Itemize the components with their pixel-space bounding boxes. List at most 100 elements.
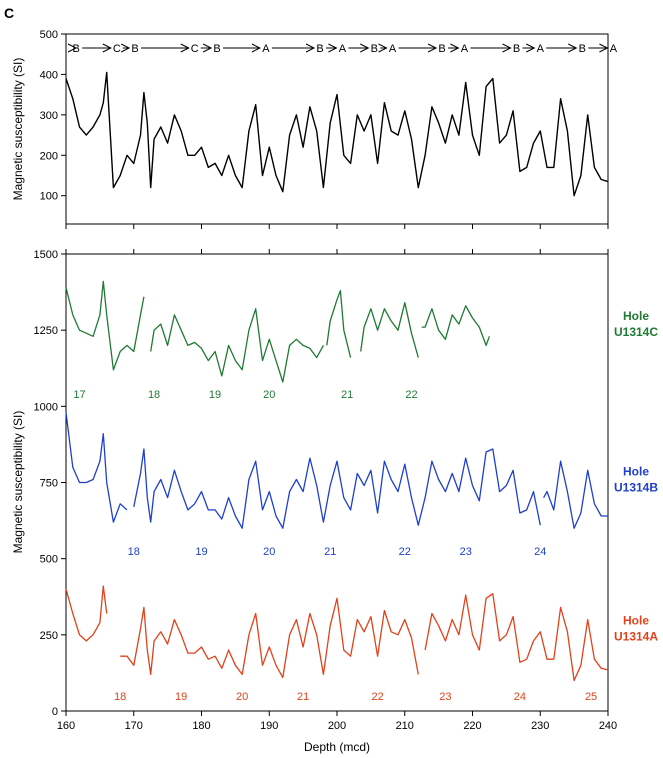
bottom-x-tick-label: 240 [599, 720, 617, 732]
bottom-y-tick-label: 1500 [34, 249, 58, 261]
series-line-U1314C [150, 308, 324, 383]
series-line-U1314B [543, 460, 608, 529]
sequence-label: B [371, 43, 378, 55]
sequence-arrow [502, 43, 512, 53]
sequence-arrow [251, 43, 261, 53]
sequence-label: C [191, 43, 199, 55]
sequence-label: A [461, 43, 469, 55]
core-label-U1314C: 22 [405, 389, 417, 401]
core-label-U1314B: 21 [324, 546, 336, 558]
sequence-label: A [610, 43, 618, 55]
sequence-arrow [599, 43, 609, 53]
hole-labels: Hole U1314C Hole U1314B Hole U1314A [614, 309, 658, 644]
sequence-arrow [67, 43, 78, 53]
core-label-U1314A: 21 [297, 691, 309, 703]
core-label-U1314B: 24 [534, 546, 546, 558]
core-label-U1314C: 17 [73, 389, 85, 401]
sequence-arrow [180, 43, 190, 53]
x-axis-label: Depth (mcd) [304, 740, 370, 754]
core-label-U1314B: 19 [195, 546, 207, 558]
series-line-U1314B [65, 412, 128, 523]
sequence-label: B [131, 43, 138, 55]
bottom-x-tick-label: 180 [192, 720, 210, 732]
core-label-U1314B: 18 [128, 546, 140, 558]
sequence-label: B [213, 43, 220, 55]
bottom-x-tick-label: 210 [396, 720, 414, 732]
series-line-U1314A [120, 597, 419, 679]
sequence-label: B [72, 43, 79, 55]
sequence-label: B [579, 43, 586, 55]
sequence-arrow [568, 43, 578, 53]
top-series-line-composite [65, 71, 609, 197]
sequence-label: C [113, 43, 121, 55]
sequence-label: A [262, 43, 270, 55]
series-line-U1314A [424, 593, 609, 682]
sequence-arrow [378, 43, 388, 53]
bottom-x-tick-label: 160 [57, 720, 75, 732]
panel-letter: C [4, 5, 14, 21]
sequence-label: B [513, 43, 520, 55]
sequence-arrow [202, 43, 213, 53]
top-y-tick-label: 200 [40, 150, 58, 162]
bottom-y-tick-label: 0 [52, 706, 58, 718]
bottom-y-tick-label: 1000 [34, 401, 58, 413]
series-line-U1314B [133, 448, 541, 529]
bottom-x-axis: 160 170 180 190 200 210 220 230 240 [57, 711, 617, 732]
core-label-U1314B: 22 [399, 546, 411, 558]
series-line-U1314A [65, 585, 108, 642]
top-y-tick-label: 100 [40, 191, 58, 203]
bottom-panel: 0 250 500 750 1000 1250 1500 160 170 180 190 200 21… [11, 249, 658, 754]
bottom-y-tick-label: 1250 [34, 325, 58, 337]
core-label-U1314A: 22 [372, 691, 384, 703]
core-label-U1314C: 21 [341, 389, 353, 401]
core-label-U1314A: 20 [236, 691, 248, 703]
bottom-y-tick-label: 250 [40, 630, 58, 642]
core-label-U1314A: 24 [514, 691, 526, 703]
bottom-y-tick-label: 750 [40, 478, 58, 490]
sequence-arrow [102, 43, 112, 53]
top-y-tick-label: 400 [40, 69, 58, 81]
bottom-y-axis: 0 250 500 750 1000 1250 1500 [34, 249, 66, 718]
bottom-x-tick-label: 200 [328, 720, 346, 732]
bottom-series-lines [65, 280, 609, 682]
core-label-U1314A: 23 [439, 691, 451, 703]
core-label-U1314A: 18 [114, 691, 126, 703]
series-line-U1314C [65, 280, 145, 371]
sequence-arrow [427, 43, 438, 53]
hole-label-U1314A: Hole U1314A [614, 614, 658, 644]
series-line-U1314C [326, 289, 352, 358]
sequence-arrow [120, 43, 131, 53]
hole-label-U1314C: Hole U1314C [614, 309, 658, 339]
bottom-y-axis-label: Magnetic susceptibility (SI) [11, 411, 25, 554]
sequence-label: A [339, 43, 347, 55]
core-label-U1314B: 23 [460, 546, 472, 558]
bottom-x-tick-label: 220 [463, 720, 481, 732]
top-y-axis: 100 200 300 400 500 [40, 29, 66, 203]
core-labels: 17 18 19 20 21 22 18 19 20 21 22 23 24 18 19 20 21 22 23 24… [73, 389, 597, 703]
top-panel: 100 200 300 400 500 Magnetic susceptibility … [11, 29, 618, 254]
series-line-U1314C [360, 302, 419, 358]
sequence-arrow [450, 43, 460, 53]
sequence-label: A [537, 43, 545, 55]
core-label-U1314C: 19 [209, 389, 221, 401]
top-y-axis-label: Magnetic susceptibility (SI) [11, 58, 25, 201]
sequence-label: B [438, 43, 445, 55]
top-y-tick-label: 500 [40, 29, 58, 41]
bottom-x-tick-label: 230 [531, 720, 549, 732]
sequence-label: A [389, 43, 397, 55]
sequence-arrow [328, 43, 338, 53]
sequence-arrow [360, 43, 370, 53]
sequence-arrow [526, 43, 536, 53]
sequence-arrow [305, 43, 316, 53]
core-label-U1314A: 25 [585, 691, 597, 703]
core-label-U1314C: 18 [148, 389, 160, 401]
top-x-ticks [65, 224, 609, 254]
bottom-x-tick-label: 190 [260, 720, 278, 732]
core-label-U1314B: 20 [263, 546, 275, 558]
top-y-tick-label: 300 [40, 110, 58, 122]
core-label-U1314C: 20 [263, 389, 275, 401]
top-series-lines [65, 71, 609, 197]
bottom-y-tick-label: 500 [40, 554, 58, 566]
